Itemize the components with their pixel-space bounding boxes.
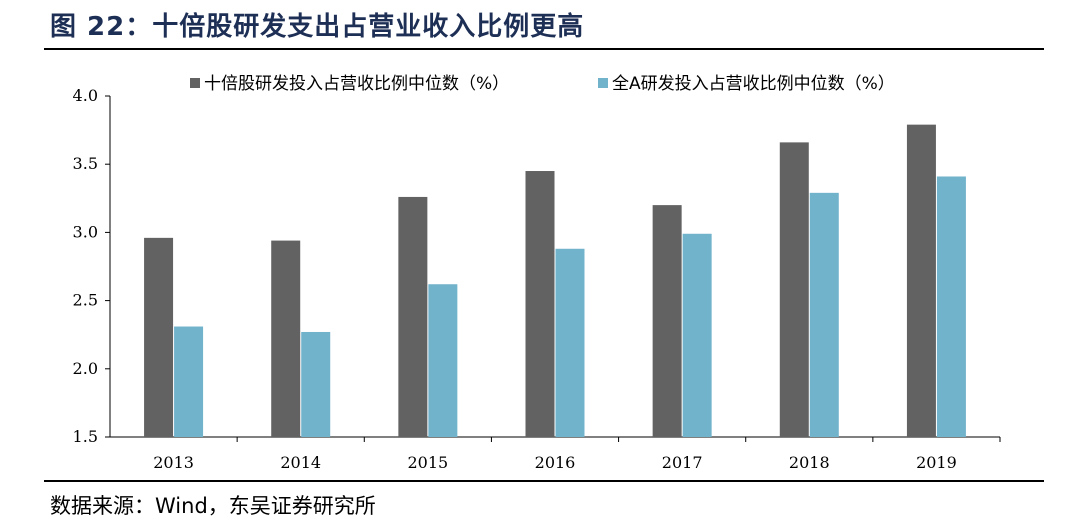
bar-all-a xyxy=(555,248,585,437)
y-tick-label: 4.0 xyxy=(73,86,98,105)
bar-all-a xyxy=(428,284,458,437)
x-tick-label: 2017 xyxy=(662,453,703,472)
x-tick-label: 2019 xyxy=(916,453,957,472)
x-tick-label: 2014 xyxy=(280,453,321,472)
bar-tenbagger xyxy=(271,240,301,437)
legend-swatch xyxy=(190,78,200,88)
y-tick-label: 3.5 xyxy=(73,154,98,173)
legend-label: 十倍股研发投入占营收比例中位数（%） xyxy=(204,74,509,94)
y-tick-label: 2.0 xyxy=(73,359,98,378)
y-tick-label: 1.5 xyxy=(73,427,98,446)
x-tick-label: 2015 xyxy=(407,453,448,472)
bar-tenbagger xyxy=(652,205,682,437)
source-note: 数据来源：Wind，东吴证券研究所 xyxy=(50,494,376,518)
y-tick-label: 3.0 xyxy=(73,222,98,241)
bar-tenbagger xyxy=(525,171,555,437)
chart-legend: 十倍股研发投入占营收比例中位数（%） 全A研发投入占营收比例中位数（%） xyxy=(190,74,895,94)
bar-all-a xyxy=(936,176,966,437)
legend-label: 全A研发投入占营收比例中位数（%） xyxy=(612,74,895,94)
bar-all-a xyxy=(682,233,712,437)
title-rule xyxy=(44,48,1044,50)
chart-bars xyxy=(144,124,966,438)
x-tick-label: 2018 xyxy=(789,453,830,472)
bar-tenbagger xyxy=(144,237,174,437)
bar-chart: 1.5 2.0 2.5 3.0 3.5 4.0 2013 2014 2015 2016 2017 20… xyxy=(73,74,1001,472)
x-tick-label: 2013 xyxy=(153,453,194,472)
legend-swatch xyxy=(598,78,608,88)
source-rule xyxy=(44,480,1044,482)
x-tick-label: 2016 xyxy=(535,453,576,472)
figure-title: 图 22：十倍股研发支出占营业收入比例更高 xyxy=(50,12,585,42)
bar-all-a xyxy=(301,331,331,437)
y-tick-label: 2.5 xyxy=(73,291,98,310)
bar-tenbagger xyxy=(779,142,809,437)
chart-axes: 1.5 2.0 2.5 3.0 3.5 4.0 2013 2014 2015 2016 2017 20… xyxy=(73,86,1001,472)
bar-all-a xyxy=(809,192,839,437)
bar-all-a xyxy=(174,326,204,437)
bar-tenbagger xyxy=(398,196,428,437)
bar-tenbagger xyxy=(906,124,936,438)
